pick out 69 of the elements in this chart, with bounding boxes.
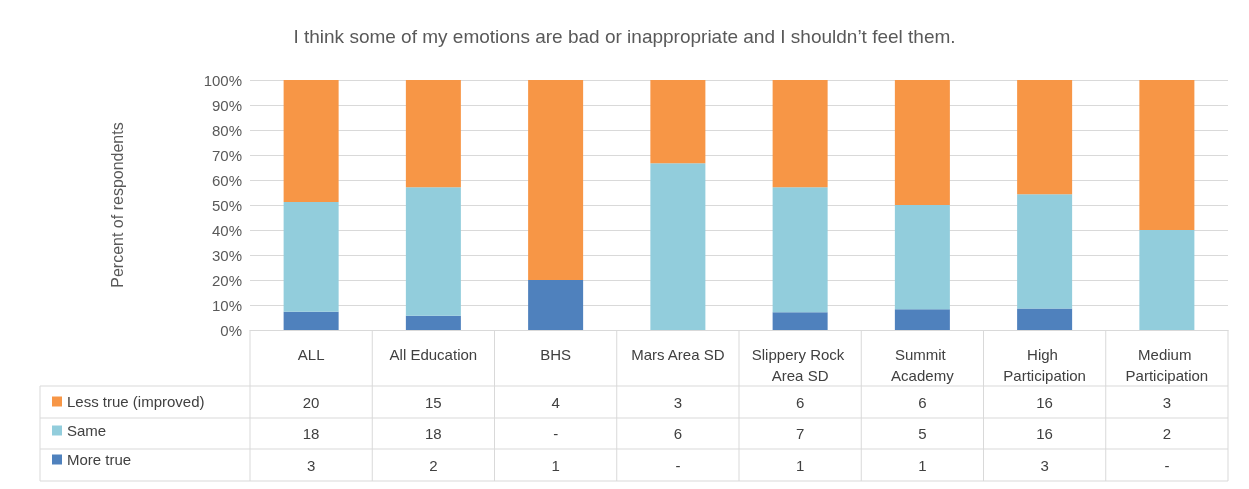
bar bbox=[894, 80, 950, 205]
text: 4 bbox=[551, 393, 560, 411]
text: 15 bbox=[425, 393, 442, 411]
text: 3 bbox=[306, 456, 316, 474]
bar bbox=[1017, 308, 1073, 330]
x-tick-label: BHS bbox=[540, 346, 572, 363]
text: 6 bbox=[918, 393, 927, 411]
bar bbox=[528, 80, 584, 280]
bar bbox=[772, 187, 828, 313]
bar bbox=[894, 205, 950, 310]
y-tick-label: 30% bbox=[211, 246, 242, 264]
x-tick-label: Summit Academy bbox=[891, 346, 955, 384]
x-tick-label: Medium Participation bbox=[1125, 346, 1209, 384]
text: 6 bbox=[795, 393, 805, 411]
text: - bbox=[553, 424, 559, 442]
text: 7 bbox=[795, 424, 805, 442]
bar bbox=[405, 80, 461, 188]
text: 18 bbox=[425, 424, 442, 442]
text: 3 bbox=[1040, 456, 1049, 474]
y-tick-label: 100% bbox=[203, 71, 242, 89]
y-tick-label: 20% bbox=[211, 271, 242, 289]
y-tick-label: 10% bbox=[211, 296, 242, 314]
bar bbox=[528, 280, 584, 330]
text: - bbox=[1164, 456, 1170, 474]
text: 6 bbox=[673, 424, 683, 442]
text: 1 bbox=[918, 456, 927, 474]
text: 1 bbox=[795, 456, 805, 474]
bar bbox=[1017, 80, 1073, 195]
text: 1 bbox=[551, 456, 560, 474]
text: 16 bbox=[1036, 424, 1053, 442]
text: 20 bbox=[302, 393, 320, 411]
x-tick-label: Slippery Rock Area SD bbox=[751, 346, 849, 384]
legend-label: More true bbox=[67, 451, 132, 468]
text: 3 bbox=[673, 393, 683, 411]
text: 5 bbox=[918, 424, 927, 442]
legend-label: Less true (improved) bbox=[67, 393, 205, 410]
text: 18 bbox=[302, 424, 320, 442]
y-tick-label: 40% bbox=[211, 221, 242, 239]
y-axis-title: Percent of respondents bbox=[108, 122, 126, 288]
x-tick-label: ALL bbox=[297, 346, 325, 363]
y-tick-label: 70% bbox=[211, 146, 242, 164]
text: 2 bbox=[429, 456, 438, 474]
bar bbox=[283, 80, 339, 202]
y-tick-label: 80% bbox=[211, 121, 242, 139]
y-tick-label: 0% bbox=[220, 321, 242, 339]
chart-title: I think some of my emotions are bad or inappropriate and I shouldn’t feel them. bbox=[293, 26, 956, 47]
x-tick-label: Mars Area SD bbox=[631, 346, 725, 363]
text: 16 bbox=[1036, 393, 1053, 411]
text: 3 bbox=[1162, 393, 1172, 411]
bar bbox=[772, 312, 828, 330]
text: 2 bbox=[1162, 424, 1172, 442]
bar bbox=[894, 309, 950, 330]
x-tick-label: High Participation bbox=[1003, 346, 1086, 384]
bar bbox=[1017, 194, 1073, 309]
y-tick-label: 60% bbox=[211, 171, 242, 189]
legend-label: Same bbox=[67, 422, 107, 439]
bar bbox=[772, 80, 828, 188]
bar bbox=[405, 315, 461, 330]
bar bbox=[650, 80, 706, 164]
y-tick-label: 50% bbox=[211, 196, 242, 214]
bar bbox=[283, 311, 339, 330]
bar bbox=[650, 163, 706, 330]
bar bbox=[1139, 80, 1195, 230]
y-tick-label: 90% bbox=[211, 96, 242, 114]
bar bbox=[405, 187, 461, 316]
bar bbox=[283, 202, 339, 312]
text: - bbox=[675, 456, 681, 474]
bar bbox=[1139, 230, 1195, 330]
x-tick-label: All Education bbox=[389, 346, 478, 363]
